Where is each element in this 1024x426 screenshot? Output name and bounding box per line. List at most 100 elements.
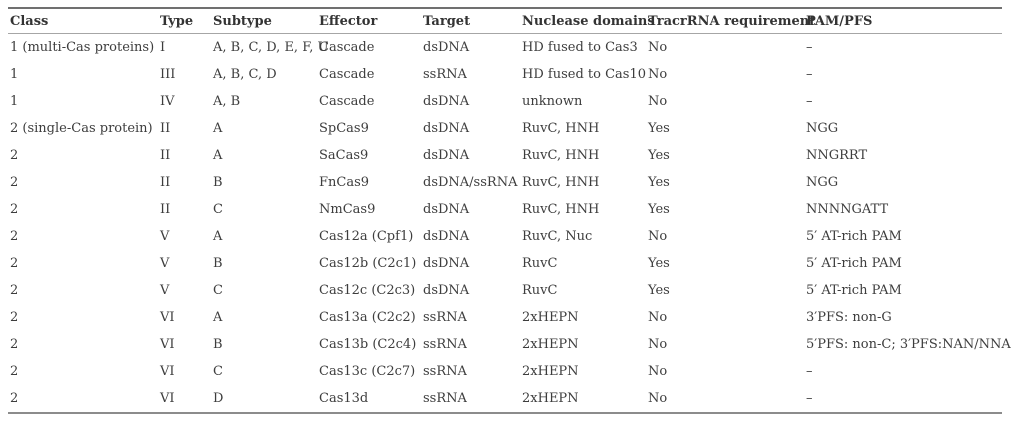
cell-class: 2 xyxy=(10,229,19,244)
cell-tracrrna-requirement: No xyxy=(648,94,668,109)
cell-type: V xyxy=(160,229,170,244)
cell-target: dsDNA xyxy=(423,121,470,136)
cell-subtype: D xyxy=(213,391,224,406)
cell-subtype: A, B xyxy=(213,94,241,109)
header-cell-type: Type xyxy=(158,8,211,34)
cell-nuclease-domains: 2xHEPN xyxy=(522,391,579,406)
cell-subtype: B xyxy=(213,337,223,352)
table-row: 2 V A Cas12a (Cpf1) dsDNA RuvC, Nuc No 5′ AT-ri… xyxy=(8,223,1002,250)
cell-type: VI xyxy=(160,391,175,406)
cell-class: 2 (single-Cas protein) xyxy=(10,121,153,136)
cell-tracrrna-requirement: No xyxy=(648,364,668,379)
table-row: 2 V B Cas12b (C2c1) dsDNA RuvC Yes 5′ AT-rich P… xyxy=(8,250,1002,277)
table-row: 2 VI D Cas13d ssRNA 2xHEPN No – xyxy=(8,385,1002,413)
table-row: 2 (single-Cas protein) II A SpCas9 dsDNA RuvC… xyxy=(8,115,1002,142)
cell-target: ssRNA xyxy=(423,310,467,325)
cell-class: 2 xyxy=(10,364,19,379)
cell-target: dsDNA/ssRNA xyxy=(423,175,518,190)
cell-class: 2 xyxy=(10,337,19,352)
table-row: 2 V C Cas12c (C2c3) dsDNA RuvC Yes 5′ AT-rich P… xyxy=(8,277,1002,304)
cell-tracrrna-requirement: No xyxy=(648,337,668,352)
header-cell-class: Class xyxy=(8,8,158,34)
cell-tracrrna-requirement: No xyxy=(648,67,668,82)
cell-nuclease-domains: RuvC, HNH xyxy=(522,175,600,190)
cell-nuclease-domains: RuvC xyxy=(522,256,558,271)
cell-target: ssRNA xyxy=(423,391,467,406)
cell-class: 1 xyxy=(10,67,19,82)
header-cell-subtype: Subtype xyxy=(211,8,317,34)
cell-nuclease-domains: HD fused to Cas3 xyxy=(522,40,638,55)
cell-subtype: A xyxy=(213,229,223,244)
cell-effector: Cas13a (C2c2) xyxy=(319,310,416,325)
cell-class: 1 (multi-Cas proteins) xyxy=(10,40,155,55)
cell-nuclease-domains: RuvC xyxy=(522,283,558,298)
table-body: 1 (multi-Cas proteins) I A, B, C, D, E, F,… xyxy=(8,34,1011,414)
cell-target: dsDNA xyxy=(423,148,470,163)
cell-effector: Cas13b (C2c4) xyxy=(319,337,417,352)
cell-pam-pfs: NNGRRT xyxy=(806,148,868,163)
cell-target: ssRNA xyxy=(423,67,467,82)
table-row: 2 VI B Cas13b (C2c4) ssRNA 2xHEPN No 5′PFS: non… xyxy=(8,331,1011,358)
cell-subtype: A, B, C, D, E, F, U xyxy=(213,40,329,55)
cell-effector: Cascade xyxy=(319,67,375,82)
cell-target: dsDNA xyxy=(423,283,470,298)
cell-effector: FnCas9 xyxy=(319,175,370,190)
cell-subtype: A, B, C, D xyxy=(213,67,277,82)
cell-nuclease-domains: 2xHEPN xyxy=(522,337,579,352)
cell-subtype: A xyxy=(213,310,223,325)
cell-nuclease-domains: RuvC, HNH xyxy=(522,121,600,136)
cell-nuclease-domains: RuvC, HNH xyxy=(522,202,600,217)
cell-class: 1 xyxy=(10,94,19,109)
table-row: 2 VI C Cas13c (C2c7) ssRNA 2xHEPN No – xyxy=(8,358,1002,385)
header-cell-target: Target xyxy=(421,8,520,34)
header-cell-nuclease-domains: Nuclease domains xyxy=(520,8,655,34)
cell-target: ssRNA xyxy=(423,364,467,379)
cell-effector: Cas12b (C2c1) xyxy=(319,256,417,271)
cell-subtype: B xyxy=(213,175,223,190)
header-cell-pam-pfs: PAM/PFS xyxy=(804,8,1002,34)
cell-subtype: C xyxy=(213,283,223,298)
table-row: 2 II B FnCas9 dsDNA/ssRNA RuvC, HNH Yes NGG xyxy=(8,169,1002,196)
cas-systems-table: Class Type Subtype Effector Target Nuclease d… xyxy=(8,7,1011,414)
cell-nuclease-domains: RuvC, HNH xyxy=(522,148,600,163)
cell-class: 2 xyxy=(10,175,19,190)
cell-type: II xyxy=(160,202,171,217)
cell-tracrrna-requirement: Yes xyxy=(648,283,670,298)
cell-type: V xyxy=(160,283,170,298)
cell-effector: SaCas9 xyxy=(319,148,369,163)
header-row: Class Type Subtype Effector Target Nuclease d… xyxy=(8,8,1002,34)
cell-pam-pfs: 5′PFS: non-C; 3′PFS:NAN/NNA xyxy=(806,337,1011,352)
cell-target: dsDNA xyxy=(423,256,470,271)
cell-pam-pfs: – xyxy=(806,391,813,406)
cell-tracrrna-requirement: No xyxy=(648,40,668,55)
cell-tracrrna-requirement: Yes xyxy=(648,121,670,136)
cell-class: 2 xyxy=(10,148,19,163)
cell-subtype: A xyxy=(213,121,223,136)
cell-tracrrna-requirement: Yes xyxy=(648,175,670,190)
cell-nuclease-domains: HD fused to Cas10 xyxy=(522,67,646,82)
cell-subtype: B xyxy=(213,256,223,271)
table-row: 1 IV A, B Cascade dsDNA unknown No – xyxy=(8,88,1002,115)
cell-class: 2 xyxy=(10,202,19,217)
cell-effector: Cascade xyxy=(319,94,375,109)
cas-systems-table-container: Class Type Subtype Effector Target Nuclease d… xyxy=(8,7,1011,414)
cell-pam-pfs: – xyxy=(806,364,813,379)
cell-pam-pfs: – xyxy=(806,67,813,82)
cell-pam-pfs: 5′ AT-rich PAM xyxy=(806,256,902,271)
cell-type: V xyxy=(160,256,170,271)
cell-target: dsDNA xyxy=(423,40,470,55)
cell-tracrrna-requirement: No xyxy=(648,310,668,325)
cell-nuclease-domains: 2xHEPN xyxy=(522,310,579,325)
cell-target: ssRNA xyxy=(423,337,467,352)
cell-nuclease-domains: unknown xyxy=(522,94,583,109)
cell-type: IV xyxy=(160,94,175,109)
cell-subtype: C xyxy=(213,202,223,217)
cell-effector: Cas13c (C2c7) xyxy=(319,364,416,379)
cell-type: VI xyxy=(160,310,175,325)
cell-pam-pfs: 3′PFS: non-G xyxy=(806,310,892,325)
cell-tracrrna-requirement: Yes xyxy=(648,148,670,163)
cell-type: II xyxy=(160,121,171,136)
cell-nuclease-domains: RuvC, Nuc xyxy=(522,229,593,244)
cell-type: I xyxy=(160,40,166,55)
cell-effector: Cas12a (Cpf1) xyxy=(319,229,414,244)
